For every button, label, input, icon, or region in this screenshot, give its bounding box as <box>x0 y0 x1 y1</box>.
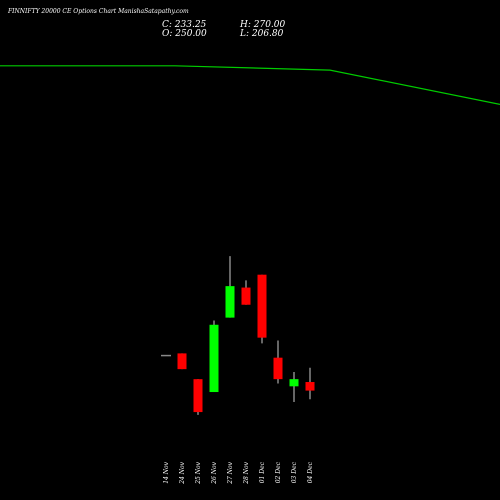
candle-28-nov <box>241 280 251 305</box>
candle-25-nov <box>193 379 203 415</box>
candle-body <box>241 287 251 305</box>
x-tick-label: 03 Dec <box>291 461 298 483</box>
candle-04-dec <box>305 367 315 400</box>
candle-body <box>225 286 235 318</box>
x-tick-label: 26 Nov <box>211 461 218 484</box>
candle-27-nov <box>225 256 235 318</box>
x-tick-label: 28 Nov <box>243 461 250 484</box>
high-value: H: 270.00 <box>240 20 286 30</box>
candle-24-nov <box>177 353 187 370</box>
candle-body <box>161 354 171 357</box>
candles-layer <box>161 256 315 415</box>
chart-title: FINNIFTY 20000 CE Options Chart ManishaS… <box>8 8 189 15</box>
x-tick-label: 01 Dec <box>259 461 266 483</box>
candle-01-dec <box>257 274 267 344</box>
x-tick-label: 24 Nov <box>179 461 186 484</box>
candle-body <box>273 357 283 380</box>
open-value: O: 250.00 <box>162 29 207 39</box>
candle-body <box>193 379 203 413</box>
x-tick-label: 25 Nov <box>195 461 202 484</box>
moving-average-line-layer <box>0 65 500 105</box>
candle-body <box>177 353 187 370</box>
x-tick-label: 04 Dec <box>307 461 314 483</box>
candle-03-dec <box>289 372 299 403</box>
candle-body <box>209 324 219 393</box>
x-tick-label: 27 Nov <box>227 461 234 484</box>
candle-02-dec <box>273 340 283 384</box>
candle-26-nov <box>209 320 219 393</box>
x-tick-label: 02 Dec <box>275 461 282 483</box>
candle-14-nov <box>161 354 171 357</box>
x-axis-labels: 14 Nov 24 Nov 25 Nov 26 Nov 27 Nov 28 Nov 01 D… <box>163 461 314 484</box>
low-value: L: 206.80 <box>240 29 284 39</box>
candle-body <box>289 379 299 387</box>
close-value: C: 233.25 <box>162 20 207 30</box>
candle-body <box>305 382 315 391</box>
candle-body <box>257 274 267 338</box>
trend-line <box>0 65 500 105</box>
x-tick-label: 14 Nov <box>163 461 170 483</box>
